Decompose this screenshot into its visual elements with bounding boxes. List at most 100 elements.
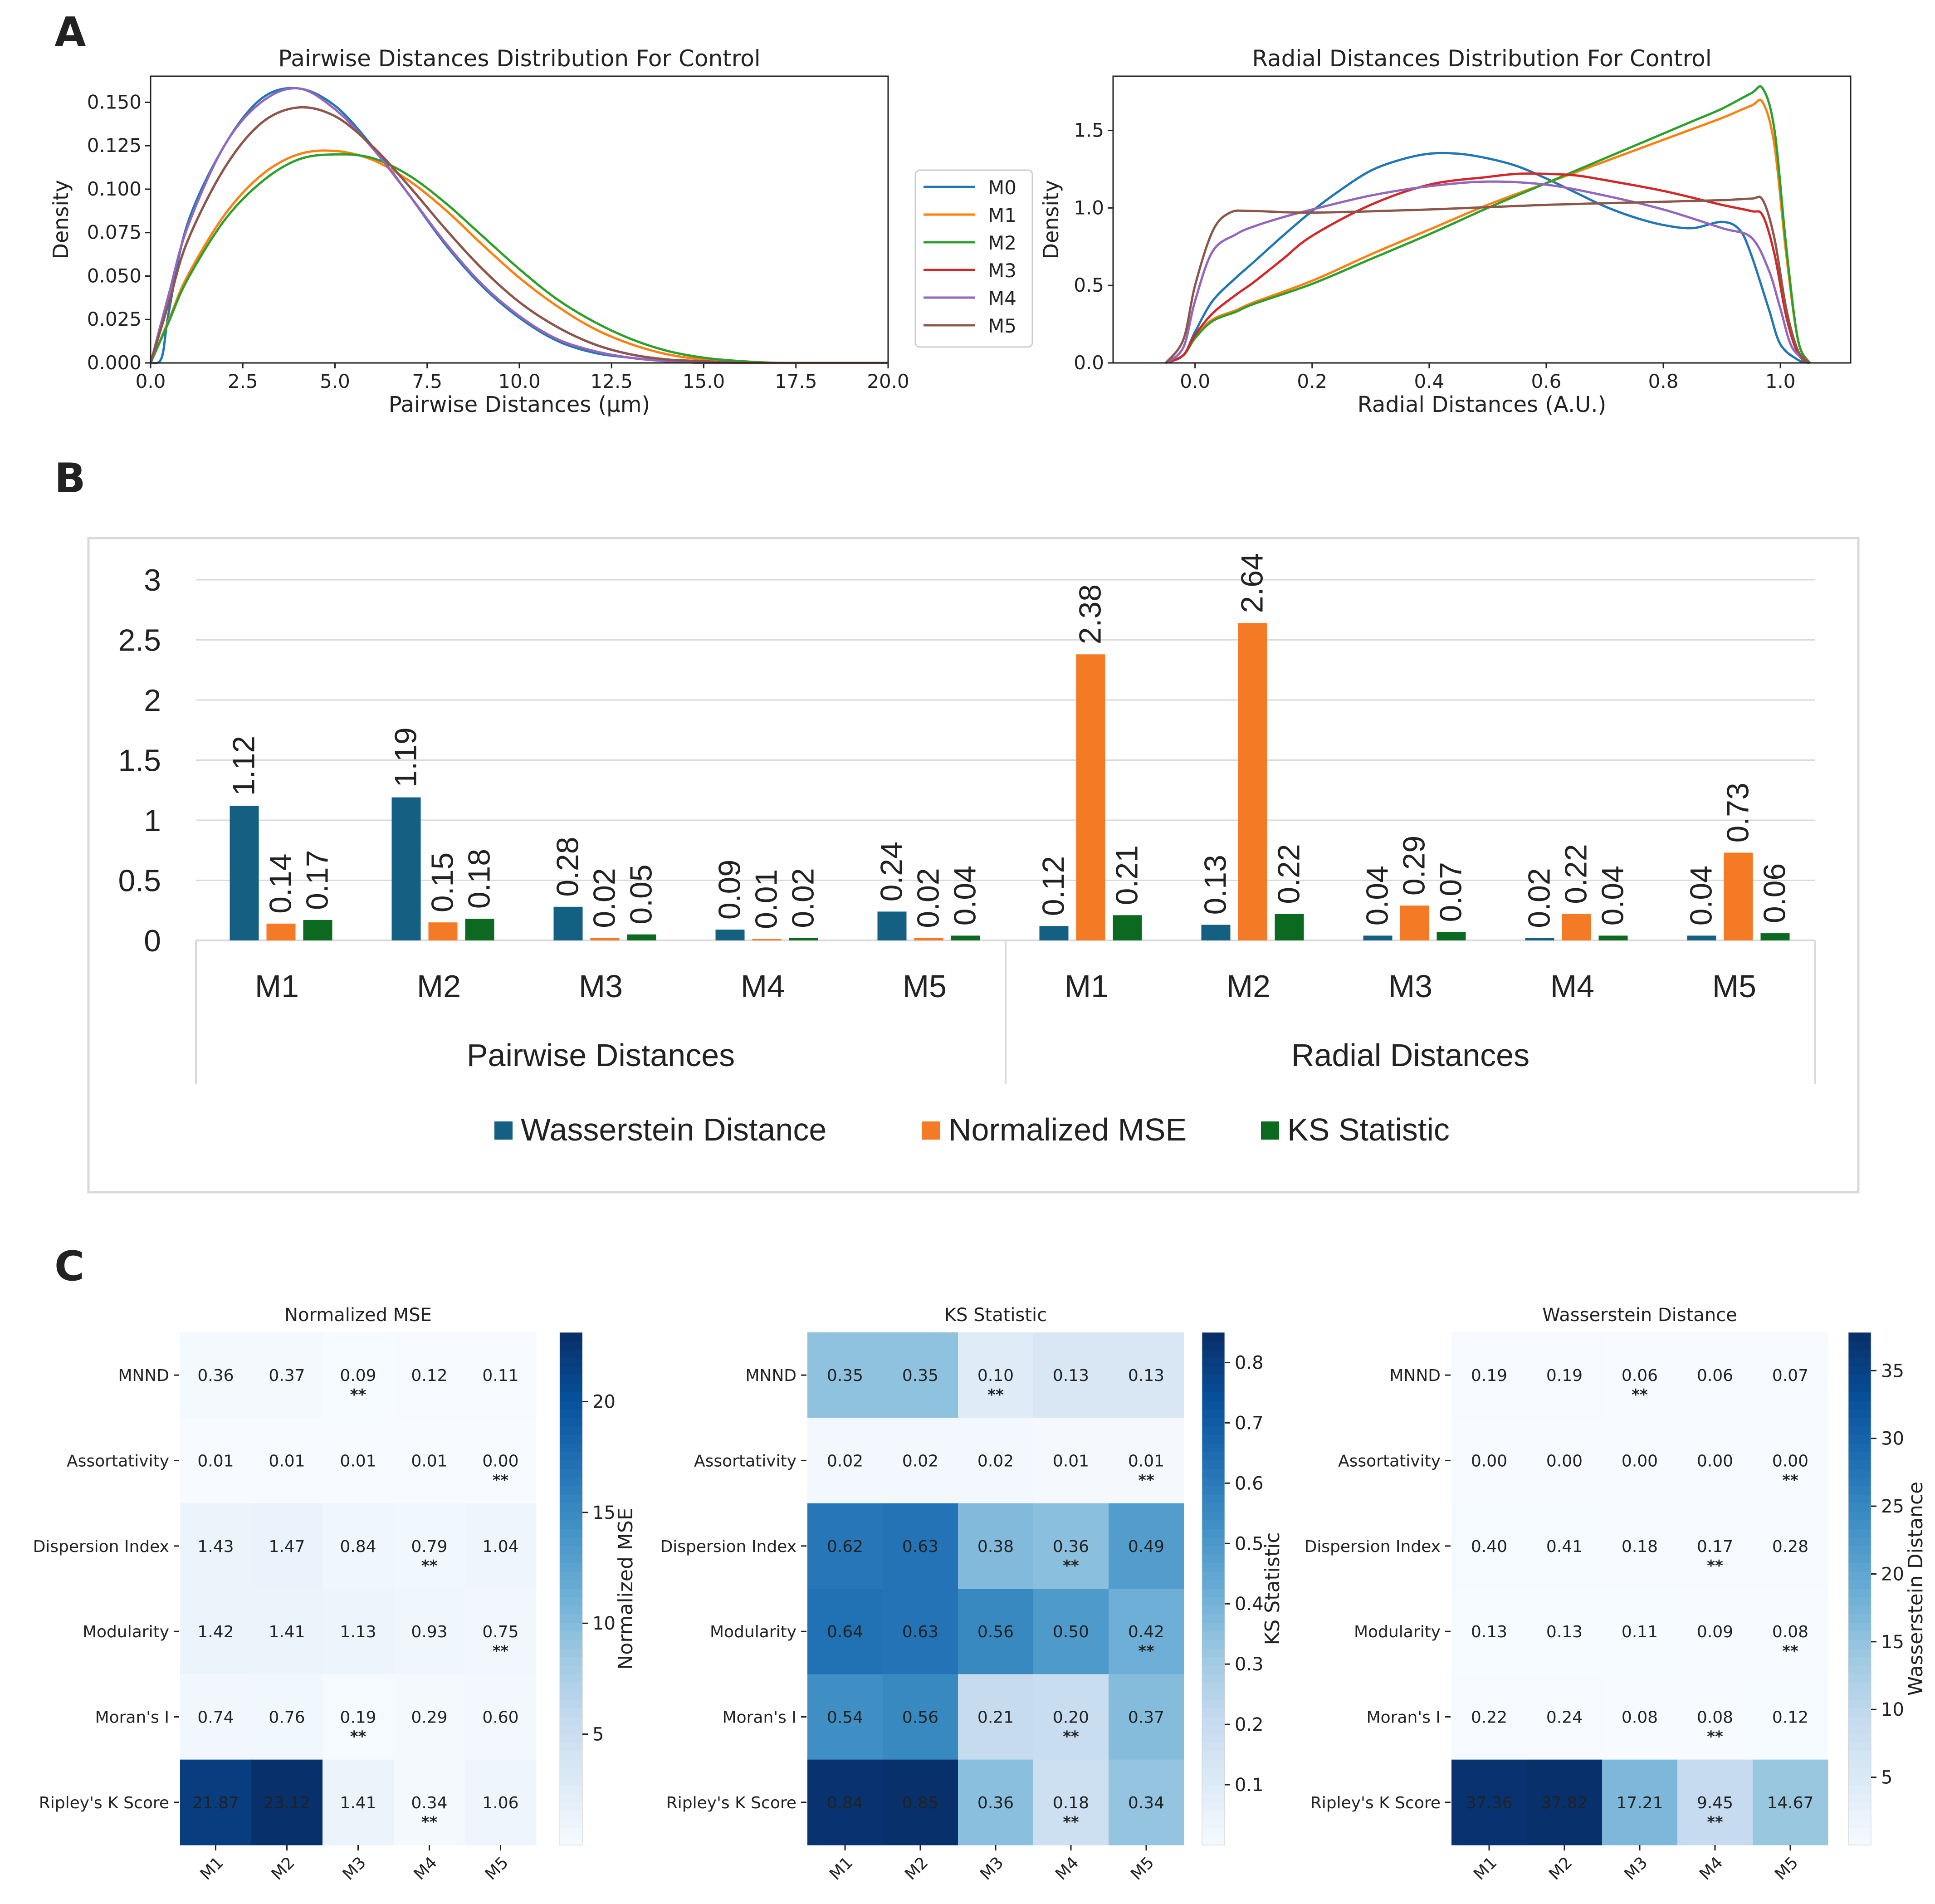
cell-value: 1.04 — [482, 1537, 518, 1556]
colorbar-segment — [560, 1375, 582, 1384]
significance-marker: ** — [1782, 1642, 1798, 1660]
heatmap-cell — [1451, 1332, 1527, 1418]
density-line-m3 — [149, 106, 888, 364]
bar-value-label: 2.64 — [1235, 553, 1270, 613]
category-label: M5 — [1712, 969, 1756, 1004]
cell-value: 0.49 — [1128, 1537, 1164, 1556]
colorbar-segment — [1848, 1435, 1871, 1444]
heatmap-cell — [807, 1589, 883, 1674]
bar-ks-statistic — [1275, 914, 1304, 940]
bar-value-label: 0.15 — [425, 852, 460, 912]
colorbar-segment — [1202, 1366, 1225, 1376]
heatmap-cell — [1033, 1418, 1109, 1504]
colorbar-segment — [1848, 1777, 1871, 1786]
cell-value: 0.17 — [1697, 1537, 1733, 1556]
cell-value: 0.18 — [1053, 1794, 1089, 1812]
heatmap-cell — [1753, 1589, 1828, 1674]
colorbar-segment — [560, 1580, 582, 1589]
bar-normalized-mse — [1562, 914, 1591, 940]
colorbar-segment — [1202, 1836, 1225, 1845]
colorbar-segment — [1202, 1674, 1225, 1684]
bar-value-label: 0.04 — [1360, 866, 1395, 925]
cell-value: 0.41 — [1546, 1537, 1583, 1556]
colorbar-tick-label: 0.3 — [1235, 1654, 1264, 1675]
colorbar-segment — [1848, 1751, 1871, 1760]
colorbar-segment — [560, 1486, 582, 1495]
cell-value: 37.82 — [1541, 1794, 1588, 1812]
colorbar-segment — [560, 1597, 582, 1606]
colorbar-segment — [1202, 1802, 1225, 1811]
bar-wasserstein-distance — [877, 911, 907, 940]
colorbar-segment — [1202, 1631, 1225, 1640]
heatmap-cell — [322, 1589, 394, 1674]
cell-value: 0.01 — [340, 1452, 376, 1471]
heatmap-cell — [1451, 1418, 1527, 1504]
cell-value: 0.56 — [902, 1708, 938, 1727]
heatmap-cell — [251, 1589, 323, 1674]
cell-value: 0.00 — [482, 1452, 518, 1471]
heatmap-cell — [180, 1759, 252, 1845]
y-tick-label: 0.075 — [87, 221, 142, 244]
heatmap-cell — [1109, 1674, 1184, 1760]
colorbar-segment — [560, 1742, 582, 1752]
colorbar-segment — [1202, 1589, 1225, 1598]
heatmap-cell — [958, 1674, 1034, 1760]
colorbar-segment — [1848, 1725, 1871, 1735]
colorbar-segment — [560, 1418, 582, 1427]
cell-value: 0.10 — [977, 1366, 1014, 1385]
heatmap-cell — [322, 1759, 394, 1845]
colorbar-segment — [560, 1478, 582, 1487]
colorbar-segment — [1202, 1777, 1225, 1786]
significance-marker: ** — [1063, 1813, 1079, 1831]
colorbar-segment — [560, 1605, 582, 1615]
colorbar-segment — [1202, 1537, 1225, 1547]
cell-value: 0.02 — [977, 1452, 1014, 1471]
bar-value-label: 0.02 — [587, 868, 622, 928]
heatmap-cell — [394, 1674, 465, 1760]
y-axis-label: Density — [49, 180, 73, 259]
y-tick-label: 0.5 — [118, 864, 161, 898]
bar-value-label: 0.04 — [948, 866, 982, 925]
cell-value: 0.29 — [411, 1708, 447, 1727]
colorbar-segment — [1202, 1742, 1225, 1752]
colorbar-segment — [560, 1469, 582, 1478]
row-label: Moran's I — [1367, 1708, 1441, 1727]
colorbar-tick-label: 25 — [1881, 1496, 1904, 1517]
cell-value: 0.37 — [1128, 1708, 1164, 1727]
bar-wasserstein-distance — [230, 806, 259, 940]
heatmap-cell — [180, 1332, 252, 1418]
colorbar-segment — [1848, 1674, 1871, 1684]
cell-value: 0.19 — [1546, 1366, 1583, 1385]
colorbar-segment — [1848, 1400, 1871, 1410]
significance-marker: ** — [1707, 1557, 1723, 1575]
heatmap-cell — [1109, 1503, 1184, 1589]
significance-marker: ** — [421, 1557, 438, 1575]
colorbar-segment — [1848, 1358, 1871, 1367]
colorbar-segment — [560, 1392, 582, 1401]
colorbar-segment — [1848, 1691, 1871, 1700]
colorbar-segment — [1202, 1665, 1225, 1675]
colorbar-segment — [560, 1452, 582, 1461]
heatmap-cell — [251, 1759, 323, 1845]
colorbar-tick-label: 0.5 — [1235, 1533, 1264, 1554]
colorbar-tick-label: 0.7 — [1235, 1413, 1264, 1434]
col-label: M4 — [1052, 1853, 1082, 1884]
colorbar-segment — [1848, 1759, 1871, 1769]
y-tick-label: 0.100 — [87, 178, 142, 200]
bar-normalized-mse — [428, 922, 458, 940]
bar-value-label: 1.12 — [227, 736, 261, 796]
cell-value: 0.09 — [340, 1366, 376, 1385]
colorbar-segment — [1848, 1332, 1871, 1341]
colorbar-segment — [1202, 1648, 1225, 1658]
colorbar-segment — [1202, 1460, 1225, 1470]
colorbar-tick-label: 15 — [1881, 1632, 1904, 1653]
heatmap-cell — [958, 1759, 1034, 1845]
legend-label: M2 — [988, 232, 1016, 254]
bar-ks-statistic — [465, 919, 494, 940]
legend-label: M5 — [988, 315, 1016, 337]
cell-value: 0.56 — [977, 1623, 1014, 1641]
colorbar-segment — [1202, 1503, 1225, 1512]
legend-label: Wasserstein Distance — [521, 1112, 826, 1147]
colorbar-segment — [560, 1400, 582, 1410]
